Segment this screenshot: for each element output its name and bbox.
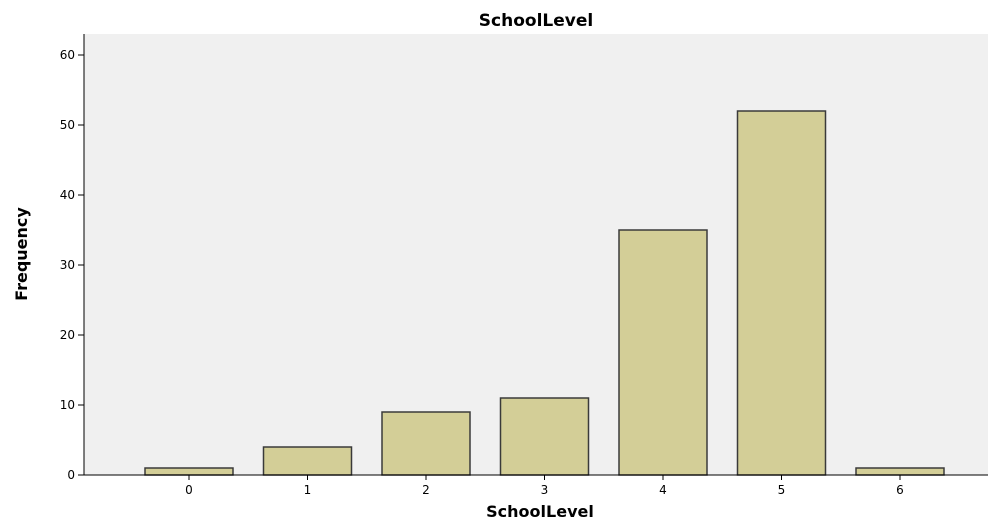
y-tick-label-60: 60: [60, 48, 75, 62]
bar-2: [381, 411, 471, 476]
x-tick-label-0: 0: [185, 483, 193, 497]
x-tick-label-4: 4: [659, 483, 667, 497]
bar-4: [618, 229, 708, 476]
bar-0: [144, 467, 234, 476]
y-tick-label-30: 30: [60, 258, 75, 272]
bar-6: [855, 467, 945, 476]
y-axis-label: Frequency: [12, 207, 31, 301]
y-tick-label-50: 50: [60, 118, 75, 132]
chart-title: SchoolLevel: [479, 11, 593, 31]
x-tick-label-6: 6: [896, 483, 904, 497]
bars-group: [144, 110, 945, 476]
x-axis-label: SchoolLevel: [486, 502, 594, 521]
bar-5: [736, 110, 827, 476]
y-ticks-group: 0 10 20 30 40 50 60: [60, 48, 84, 482]
bar-3: [499, 397, 590, 476]
x-tick-label-5: 5: [778, 483, 786, 497]
x-tick-label-1: 1: [304, 483, 312, 497]
bar-1: [262, 446, 353, 476]
y-tick-label-10: 10: [60, 398, 75, 412]
x-ticks-group: 0 1 2 3 4 5 6: [185, 475, 904, 497]
y-tick-label-0: 0: [67, 468, 75, 482]
x-tick-label-3: 3: [541, 483, 549, 497]
y-tick-label-20: 20: [60, 328, 75, 342]
y-tick-label-40: 40: [60, 188, 75, 202]
x-tick-label-2: 2: [422, 483, 430, 497]
